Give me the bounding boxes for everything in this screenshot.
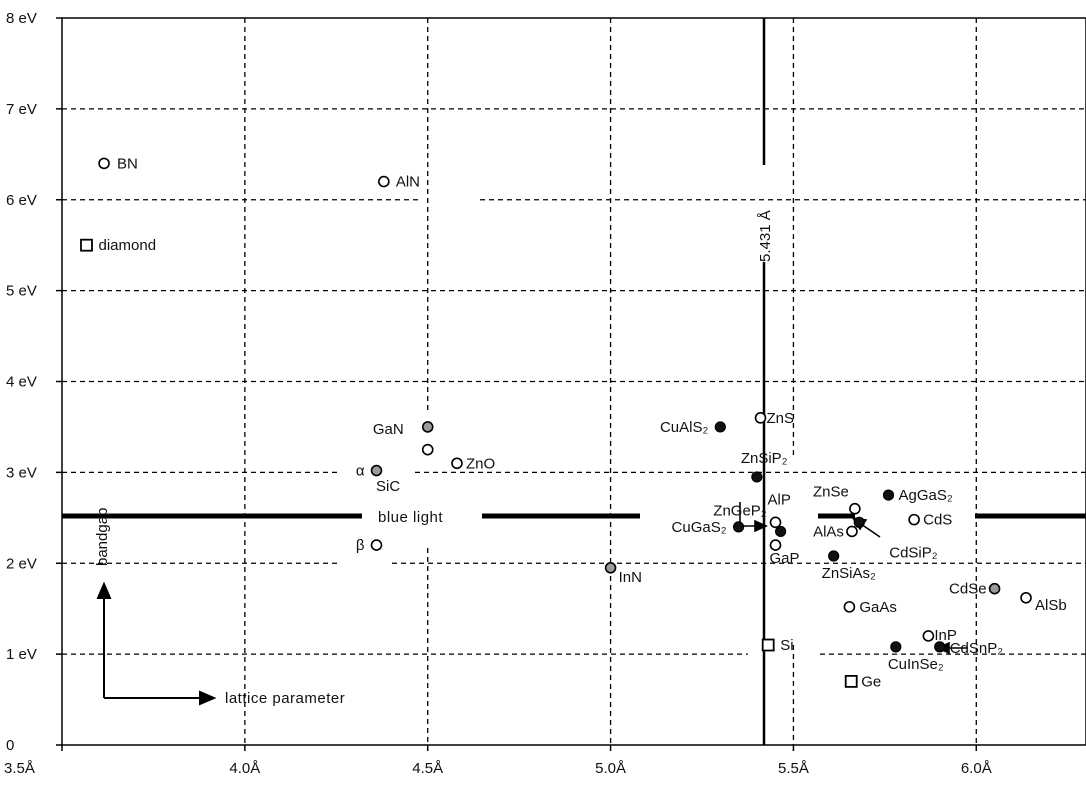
- x-tick-label: 4.0Å: [229, 760, 260, 777]
- point-bn: [98, 157, 110, 170]
- y-tick-label: 0: [6, 737, 14, 754]
- point-cdse: [988, 582, 1001, 595]
- label-aln: AlN: [396, 174, 420, 191]
- label-znse: ZnSe: [813, 484, 849, 501]
- point-alsb: [1020, 591, 1032, 604]
- y-tick-label: 5 eV: [6, 283, 37, 300]
- point-alas: [846, 525, 858, 538]
- x-tick-label: 6.0Å: [961, 760, 992, 777]
- label-zngep: ZnGeP₂: [713, 502, 767, 519]
- bandgap-axis-label: bandgap: [94, 508, 111, 566]
- point-zns: [754, 412, 767, 424]
- point-cuinse: [890, 641, 902, 653]
- point-cugas: [732, 521, 745, 533]
- label-cdse: CdSe: [949, 581, 987, 598]
- label-cuinse: CuInSe₂: [888, 656, 944, 673]
- point-znsip: [751, 471, 763, 483]
- point-gap: [769, 539, 782, 551]
- label-inn: InN: [619, 569, 642, 586]
- si-line-label: 5.431 Å: [757, 210, 774, 262]
- blue-light-label: blue light: [378, 509, 443, 526]
- point-: [370, 464, 383, 477]
- sic-label: SiC: [376, 478, 400, 495]
- label-si: Si: [780, 637, 793, 654]
- y-tick-label: 1 eV: [6, 646, 37, 663]
- lattice-arrowhead: [199, 690, 217, 706]
- point-aggas: [882, 489, 895, 501]
- x-tick-labels: 3.5Å 4.0Å 4.5Å 5.0Å 5.5Å 6.0Å: [4, 745, 992, 777]
- point-gaas: [843, 601, 856, 613]
- label-znsias: ZnSiAs₂: [822, 565, 876, 582]
- y-tick-label: 3 eV: [6, 464, 37, 481]
- point-znse: [849, 502, 861, 515]
- point-cds: [908, 513, 920, 526]
- label-aggas: AgGaS₂: [899, 487, 953, 504]
- point-cdsnp: [934, 641, 946, 653]
- y-tick-label: 6 eV: [6, 192, 37, 209]
- point-zno: [451, 457, 463, 470]
- x-tick-label: 5.5Å: [778, 760, 809, 777]
- label-cdsip: CdSiP₂: [889, 544, 938, 561]
- bandgap-arrowhead: [96, 581, 112, 599]
- label-alas: AlAs: [813, 523, 844, 540]
- axis-indicator: [96, 581, 217, 706]
- label-gaas: GaAs: [859, 599, 897, 616]
- label-inp: InP: [934, 627, 957, 644]
- point-unlabeled-4: [421, 443, 434, 456]
- label-alsb: AlSb: [1035, 597, 1067, 614]
- label-gan: GaN: [373, 421, 404, 438]
- point-alp: [769, 516, 782, 529]
- y-tick-labels: 0 1 eV 2 eV 3 eV 4 eV 5 eV 6 eV 7 eV 8 eV: [6, 10, 62, 754]
- point-si: [761, 638, 775, 652]
- point-gan: [421, 421, 434, 433]
- label-zns: ZnS: [767, 410, 795, 427]
- point-cuals: [714, 421, 726, 433]
- lattice-axis-label: lattice parameter: [225, 690, 345, 707]
- point-diamond: [80, 238, 93, 252]
- y-tick-label: 7 eV: [6, 101, 37, 118]
- point-cdsip: [853, 516, 865, 528]
- point-zngep: [775, 525, 787, 538]
- label-ge: Ge: [861, 673, 881, 690]
- point-inn: [604, 561, 617, 574]
- grid-lines: [62, 18, 1086, 745]
- x-tick-label: 5.0Å: [595, 760, 626, 777]
- label-zno: ZnO: [466, 455, 495, 472]
- label-: α: [356, 463, 365, 480]
- x-tick-label: 4.5Å: [412, 760, 443, 777]
- point-ge: [844, 674, 858, 688]
- zngep2-arrowhead: [754, 519, 768, 533]
- label-: β: [356, 537, 365, 554]
- y-tick-label: 2 eV: [6, 555, 37, 572]
- label-gap: GaP: [770, 550, 800, 567]
- label-bn: BN: [117, 155, 138, 172]
- point-znsias: [828, 550, 840, 562]
- y-tick-label: 4 eV: [6, 374, 37, 391]
- x-tick-label: 3.5Å: [4, 760, 35, 777]
- data-points: [80, 157, 1032, 688]
- label-cdsnp: CdSnP₂: [950, 640, 1004, 657]
- point-aln: [378, 175, 390, 188]
- label-alp: AlP: [768, 491, 791, 508]
- label-cuals: CuAlS₂: [660, 419, 709, 436]
- label-znsip: ZnSiP₂: [741, 450, 788, 467]
- y-tick-label: 8 eV: [6, 10, 37, 27]
- label-cugas: CuGaS₂: [672, 519, 727, 536]
- label-cds: CdS: [923, 512, 952, 529]
- point-: [370, 539, 383, 551]
- point-inp: [922, 630, 935, 642]
- point-labels: BN AlN diamond GaN ZnO α β InN CuAlS₂ ZnS ZnSiP₂ Zn…: [99, 155, 1067, 690]
- label-diamond: diamond: [99, 237, 157, 254]
